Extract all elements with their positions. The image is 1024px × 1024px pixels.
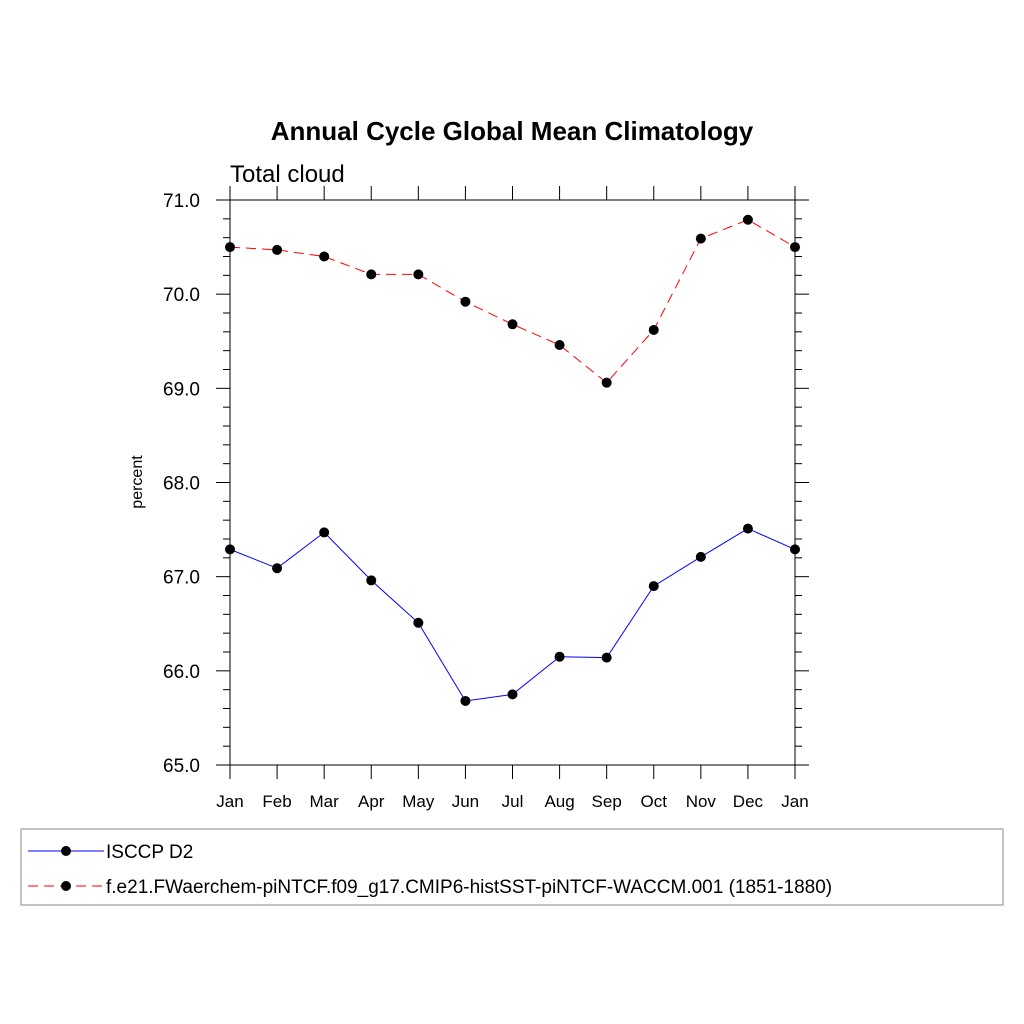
series-1-point: [319, 251, 330, 262]
x-tick-label: Jun: [452, 792, 479, 811]
series-layer: [225, 214, 800, 706]
plot-frame: [229, 199, 796, 766]
series-1-point: [554, 340, 565, 351]
series-1-point: [272, 244, 283, 255]
y-tick-label: 67.0: [163, 568, 200, 589]
series-1-point: [601, 377, 612, 388]
series-1-point: [790, 242, 800, 253]
series-0-point: [413, 617, 424, 628]
series-0-point: [272, 563, 283, 574]
x-tick-label: Jan: [216, 792, 243, 811]
y-tick-label: 65.0: [163, 756, 200, 777]
series-0-point: [554, 651, 565, 662]
x-tick-label: Sep: [592, 792, 622, 811]
series-1-point: [460, 296, 471, 307]
x-tick-label: Aug: [544, 792, 574, 811]
chart-subtitle: Total cloud: [230, 161, 345, 188]
series-1-point: [413, 269, 424, 280]
x-tick-label: Oct: [641, 792, 668, 811]
series-0-point: [790, 544, 800, 555]
legend: ISCCP D2 f.e21.FWaerchem-piNTCF.f09_g17.C…: [20, 828, 1004, 906]
y-axis-label: percent: [129, 455, 146, 509]
series-0-point: [319, 527, 330, 538]
series-0-point: [225, 544, 235, 555]
series-0-point: [507, 689, 518, 700]
y-tick-label: 68.0: [163, 474, 200, 495]
series-0-point: [601, 652, 612, 663]
x-tick-label: Mar: [310, 792, 340, 811]
chart-title: Annual Cycle Global Mean Climatology: [271, 116, 754, 146]
series-1-point: [507, 319, 518, 330]
ticks: Jan Feb Mar Apr May Jun Jul Aug Sep Oct Nov Dec Jan 6…: [163, 186, 809, 811]
legend-label-1: f.e21.FWaerchem-piNTCF.f09_g17.CMIP6-his…: [106, 877, 832, 898]
series-line-1: [229, 219, 796, 384]
series-1-point: [366, 269, 377, 280]
series-1-point: [225, 242, 235, 253]
series-0-point: [742, 523, 753, 534]
y-tick-label: 70.0: [163, 285, 200, 306]
x-tick-label: Dec: [733, 792, 764, 811]
y-tick-label: 69.0: [163, 379, 200, 400]
series-0-point: [460, 695, 471, 706]
legend-label-0: ISCCP D2: [106, 842, 193, 863]
x-tick-label: Nov: [686, 792, 717, 811]
y-tick-label: 66.0: [163, 662, 200, 683]
series-1-point: [648, 324, 659, 335]
x-tick-label: Jul: [502, 792, 524, 811]
x-tick-label: Apr: [358, 792, 385, 811]
x-tick-label: May: [402, 792, 435, 811]
series-0-point: [648, 581, 659, 592]
x-tick-label: Feb: [262, 792, 291, 811]
x-tick-label: Jan: [781, 792, 808, 811]
series-1-point: [742, 214, 753, 225]
legend-marker-1: [61, 881, 71, 891]
legend-box: [20, 828, 1004, 906]
series-0-point: [366, 575, 377, 586]
y-tick-label: 71.0: [163, 191, 200, 212]
series-1-point: [695, 233, 706, 244]
series-line-0: [229, 528, 796, 702]
legend-marker-0: [61, 846, 71, 856]
series-0-point: [695, 551, 706, 562]
